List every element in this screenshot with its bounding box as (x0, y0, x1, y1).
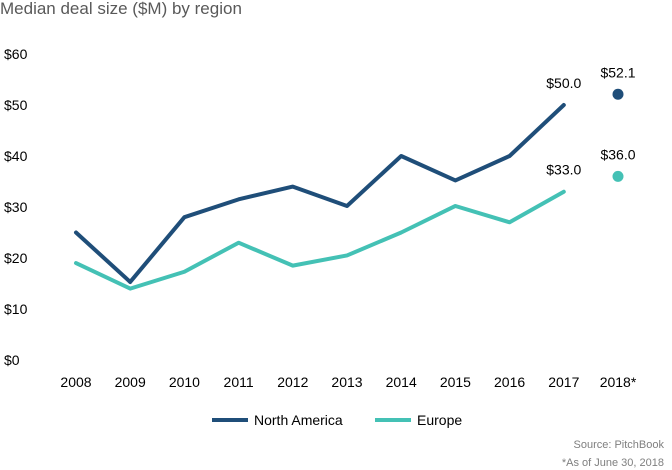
x-axis: 2008 2009 2010 2011 2012 2013 2014 2015 2016 2017… (60, 374, 636, 390)
legend: North America Europe (212, 412, 462, 428)
series-point-1 (612, 88, 624, 100)
data-label: $52.1 (600, 64, 635, 80)
series-line-1 (74, 103, 566, 284)
x-tick-label: 2008 (60, 374, 91, 390)
x-tick-label: 2017 (548, 374, 579, 390)
x-tick-label: 2012 (277, 374, 308, 390)
x-tick-label: 2015 (440, 374, 471, 390)
y-axis: $0 $10 $20 $30 $40 $50 $60 (4, 46, 28, 368)
y-tick-label: $30 (4, 199, 28, 215)
legend-label: Europe (417, 412, 462, 428)
y-tick-label: $0 (4, 352, 20, 368)
series-line-2 (74, 189, 566, 291)
x-tick-label: 2009 (115, 374, 146, 390)
series-point-2 (612, 170, 624, 182)
x-tick-label: 2013 (331, 374, 362, 390)
legend-label: North America (254, 412, 343, 428)
x-tick-label: 2010 (169, 374, 200, 390)
y-tick-label: $20 (4, 250, 28, 266)
x-tick-label: 2016 (494, 374, 525, 390)
y-tick-label: $60 (4, 46, 28, 62)
data-label: $50.0 (546, 75, 581, 91)
plot-area: $50.0 $52.1 $33.0 $36.0 (74, 64, 636, 291)
source-note: Source: PitchBook (574, 439, 665, 451)
footnote: *As of June 30, 2018 (562, 457, 664, 469)
x-tick-label: 2014 (386, 374, 417, 390)
data-label: $36.0 (600, 146, 635, 162)
data-label: $33.0 (546, 162, 581, 178)
y-tick-label: $50 (4, 97, 28, 113)
y-tick-label: $10 (4, 301, 28, 317)
x-tick-label: 2018* (600, 374, 637, 390)
chart-title: Median deal size ($M) by region (0, 0, 242, 18)
y-tick-label: $40 (4, 148, 28, 164)
x-tick-label: 2011 (224, 374, 254, 390)
